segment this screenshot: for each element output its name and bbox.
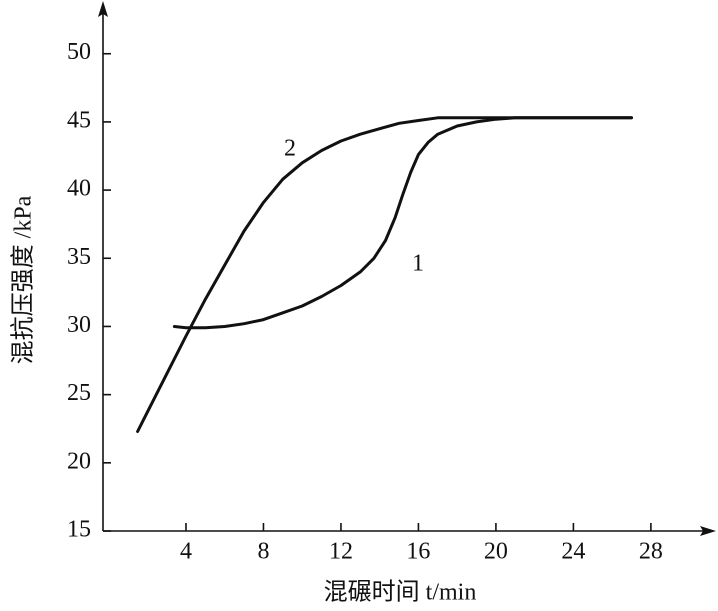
y-tick-label: 45 xyxy=(67,107,91,133)
y-tick-label: 25 xyxy=(67,380,91,406)
y-tick-label: 50 xyxy=(67,39,91,65)
y-tick-label: 35 xyxy=(67,244,91,270)
curve xyxy=(136,116,633,433)
x-tick-label: 28 xyxy=(639,539,663,565)
x-tick-label: 8 xyxy=(257,539,269,565)
curve xyxy=(172,116,633,330)
x-tick-label: 16 xyxy=(406,539,430,565)
x-tick-label: 20 xyxy=(484,539,508,565)
x-tick-label: 4 xyxy=(180,539,192,565)
y-tick-label: 40 xyxy=(67,176,91,202)
x-tick-label: 12 xyxy=(329,539,353,565)
x-axis-arrow xyxy=(700,526,716,536)
y-tick-label: 30 xyxy=(67,312,91,338)
y-axis-label: 混抗压强度 /kPa xyxy=(10,195,37,364)
curve-label: 1 xyxy=(412,251,424,277)
y-axis-arrow xyxy=(98,1,108,17)
x-tick-label: 24 xyxy=(561,539,585,565)
y-tick-label: 15 xyxy=(67,517,91,543)
curve-label: 2 xyxy=(284,136,296,162)
y-tick-label: 20 xyxy=(67,448,91,474)
x-axis-label: 混碾时间 t/min xyxy=(324,579,477,606)
